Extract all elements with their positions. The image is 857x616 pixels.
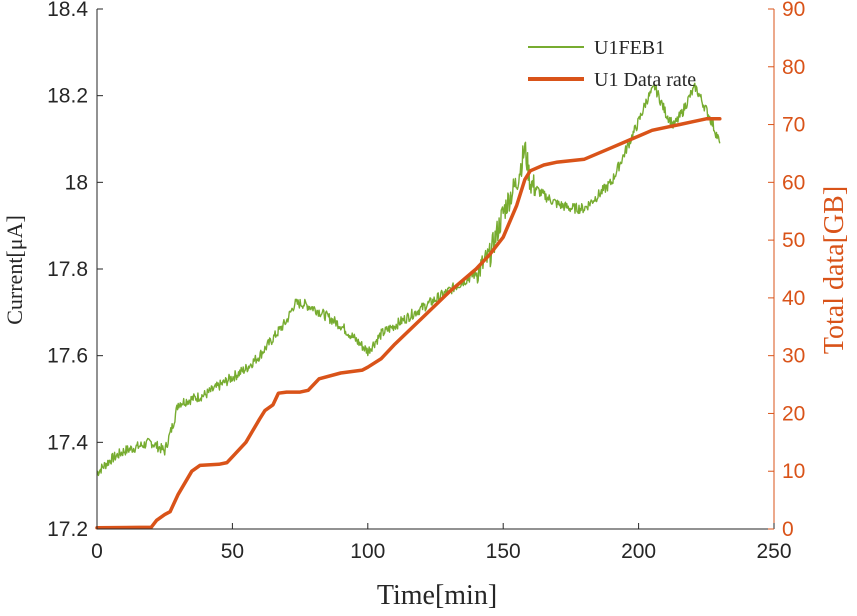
right-y-tick-label: 30 xyxy=(782,345,805,368)
left-y-tick-label: 17.6 xyxy=(47,345,88,368)
right-y-tick-label: 50 xyxy=(782,229,805,252)
legend-label-u1-data-rate: U1 Data rate xyxy=(594,69,696,91)
tick-labels: 0 50 100 150 200 25017.217.417.617.81818.218.… xyxy=(47,0,805,563)
plot-series xyxy=(95,82,722,530)
series-line-u1feb1 xyxy=(96,82,721,477)
x-axis-label: Time[min] xyxy=(377,580,497,611)
left-y-tick-label: 17.2 xyxy=(47,518,88,541)
right-y-tick-label: 0 xyxy=(782,518,794,541)
series-line-u1-data-rate xyxy=(95,117,722,530)
left-y-tick-label: 17.4 xyxy=(47,431,88,454)
x-tick-label: 0 xyxy=(91,540,103,563)
right-y-tick-label: 40 xyxy=(782,287,805,310)
right-y-tick-label: 60 xyxy=(782,171,805,194)
right-y-tick-label: 70 xyxy=(782,114,805,137)
legend: U1FEB1 U1 Data rate xyxy=(528,37,696,91)
x-tick-label: 150 xyxy=(486,540,521,563)
right-y-tick-label: 80 xyxy=(782,56,805,79)
left-y-axis-label: Current[μA] xyxy=(2,215,27,325)
right-y-tick-label: 90 xyxy=(782,0,805,21)
right-y-tick-label: 10 xyxy=(782,460,805,483)
right-y-axis-label: Total data[GB] xyxy=(819,186,850,354)
left-y-tick-label: 17.8 xyxy=(47,258,88,281)
x-tick-label: 50 xyxy=(221,540,244,563)
x-tick-label: 100 xyxy=(350,540,385,563)
axes xyxy=(96,8,775,530)
x-tick-label: 200 xyxy=(621,540,656,563)
x-tick-label: 250 xyxy=(756,540,791,563)
left-y-tick-label: 18.2 xyxy=(47,85,88,108)
legend-label-u1feb1: U1FEB1 xyxy=(594,37,665,59)
left-y-tick-label: 18.4 xyxy=(47,0,88,21)
right-y-tick-label: 20 xyxy=(782,402,805,425)
left-y-tick-label: 18 xyxy=(65,171,88,194)
